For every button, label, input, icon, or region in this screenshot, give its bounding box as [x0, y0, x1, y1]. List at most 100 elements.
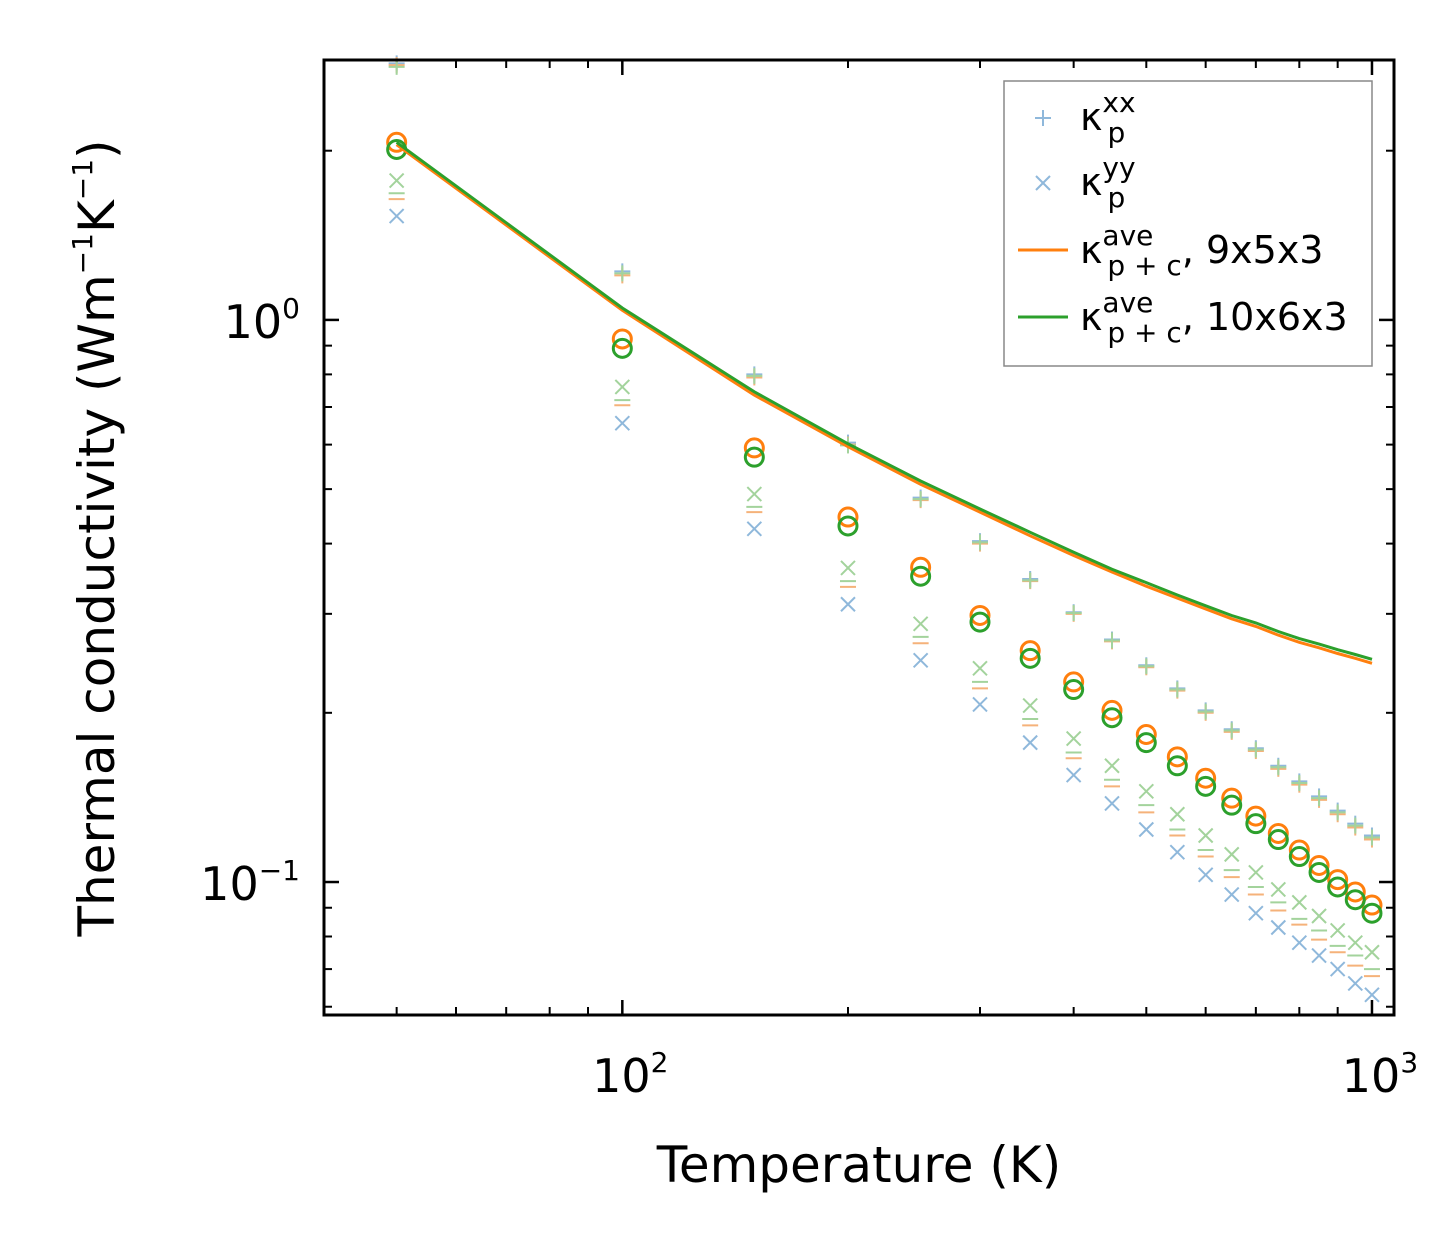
point-5-2-b	[746, 486, 763, 502]
point-5-9-b	[1138, 783, 1155, 800]
point-7-4	[910, 556, 932, 578]
point-2-11	[1197, 703, 1214, 720]
point-5-15	[1291, 894, 1308, 911]
series-9	[395, 143, 1373, 665]
legend-marker-plus	[1035, 110, 1051, 126]
point-6-8	[1104, 795, 1120, 812]
point-6-1	[614, 415, 631, 431]
point-8-3	[837, 515, 859, 537]
point-7-8	[1101, 699, 1123, 721]
point-5-9	[1138, 783, 1155, 800]
point-6-5-b	[972, 696, 988, 713]
point-5-15-b	[1291, 894, 1308, 911]
point-8-11	[1195, 775, 1217, 797]
point-5-17-b	[1329, 922, 1346, 939]
point-8-17	[1327, 876, 1349, 898]
point-6-8-b	[1104, 795, 1120, 812]
point-6-1-b	[614, 415, 631, 431]
point-2-17	[1329, 804, 1346, 821]
series-line-10	[395, 141, 1373, 661]
point-7-7	[1063, 671, 1085, 693]
point-5-8	[1104, 758, 1120, 774]
point-7-3	[837, 506, 859, 528]
point-5-16	[1311, 908, 1327, 924]
point-5-11	[1197, 827, 1214, 844]
point-8-16	[1308, 861, 1330, 883]
point-8-8	[1101, 707, 1123, 729]
point-6-7	[1065, 767, 1082, 783]
point-6-12	[1224, 886, 1240, 903]
point-5-18-b	[1347, 934, 1363, 951]
point-6-6-b	[1022, 734, 1038, 751]
legend-symbol-1-b	[1035, 175, 1051, 191]
major-ticks	[324, 60, 1394, 1015]
point-5-18	[1347, 934, 1363, 951]
point-6-3-b	[840, 596, 856, 612]
legend: κxx p κyy p κave p + c, 9x5x3 κave p + c, 10…	[1003, 80, 1373, 367]
point-2-1	[614, 265, 631, 282]
point-7-6	[1019, 640, 1041, 662]
data-marks	[386, 55, 1383, 1003]
point-8-5	[969, 611, 991, 633]
series-7	[386, 131, 1383, 916]
point-6-16	[1311, 947, 1327, 964]
point-8-7	[1063, 679, 1085, 701]
point-2-8	[1104, 632, 1121, 649]
legend-entry-kxx: κxx p	[1035, 86, 1136, 149]
point-8-19	[1361, 902, 1383, 924]
point-6-0	[388, 208, 405, 224]
point-5-1-b	[614, 379, 631, 395]
point-7-9	[1135, 723, 1157, 745]
x-axis-title: Temperature (K)	[656, 1136, 1061, 1194]
point-5-5-b	[972, 660, 988, 677]
point-5-19-b	[1364, 944, 1380, 960]
point-7-13	[1245, 805, 1267, 827]
point-6-17-b	[1329, 961, 1346, 977]
point-2-13	[1247, 741, 1264, 758]
point-5-4-b	[912, 616, 929, 632]
point-7-14	[1267, 822, 1289, 844]
point-5-7	[1065, 730, 1082, 747]
point-6-19	[1364, 987, 1380, 1003]
point-8-6	[1019, 647, 1041, 669]
point-7-11	[1195, 767, 1217, 789]
point-2-15	[1291, 775, 1308, 792]
point-6-4	[912, 652, 929, 669]
legend-entry-10x6x3: κave p + c, 10x6x3	[1018, 286, 1348, 349]
point-6-14	[1270, 919, 1287, 936]
series-6	[388, 208, 1380, 1003]
point-2-14	[1270, 759, 1287, 776]
point-6-15	[1291, 934, 1308, 951]
point-6-18-b	[1347, 975, 1363, 992]
point-6-10	[1169, 844, 1186, 860]
point-2-9	[1138, 658, 1155, 675]
point-2-4	[912, 491, 929, 508]
point-5-6-b	[1022, 697, 1038, 714]
series-line-9	[395, 143, 1373, 665]
point-5-0	[388, 172, 405, 189]
point-7-16	[1308, 855, 1330, 877]
point-6-5	[972, 696, 988, 713]
axes-frame	[322, 58, 1396, 1017]
point-5-2	[746, 486, 763, 502]
point-6-2	[746, 521, 763, 537]
point-6-3	[840, 596, 856, 612]
point-6-19-b	[1364, 987, 1380, 1003]
legend-entry-kyy: κyy p	[1035, 151, 1136, 214]
legend-label-kxx: κxx p	[1080, 86, 1136, 149]
legend-symbol-0	[1035, 110, 1051, 126]
point-5-0-b	[388, 172, 405, 189]
point-6-6	[1022, 734, 1038, 751]
point-8-12	[1221, 794, 1243, 816]
legend-label-kyy: κyy p	[1080, 151, 1136, 214]
point-5-19	[1364, 944, 1380, 960]
point-7-17	[1327, 869, 1349, 891]
point-6-11-b	[1197, 867, 1214, 883]
point-5-14	[1270, 881, 1287, 898]
point-6-11	[1197, 867, 1214, 883]
y-tick-label-0.1: 10−1	[200, 854, 300, 911]
point-7-5	[969, 604, 991, 626]
point-6-9	[1138, 821, 1155, 838]
point-6-17	[1329, 961, 1346, 977]
x-tick-label-1000: 103	[1342, 1046, 1418, 1103]
